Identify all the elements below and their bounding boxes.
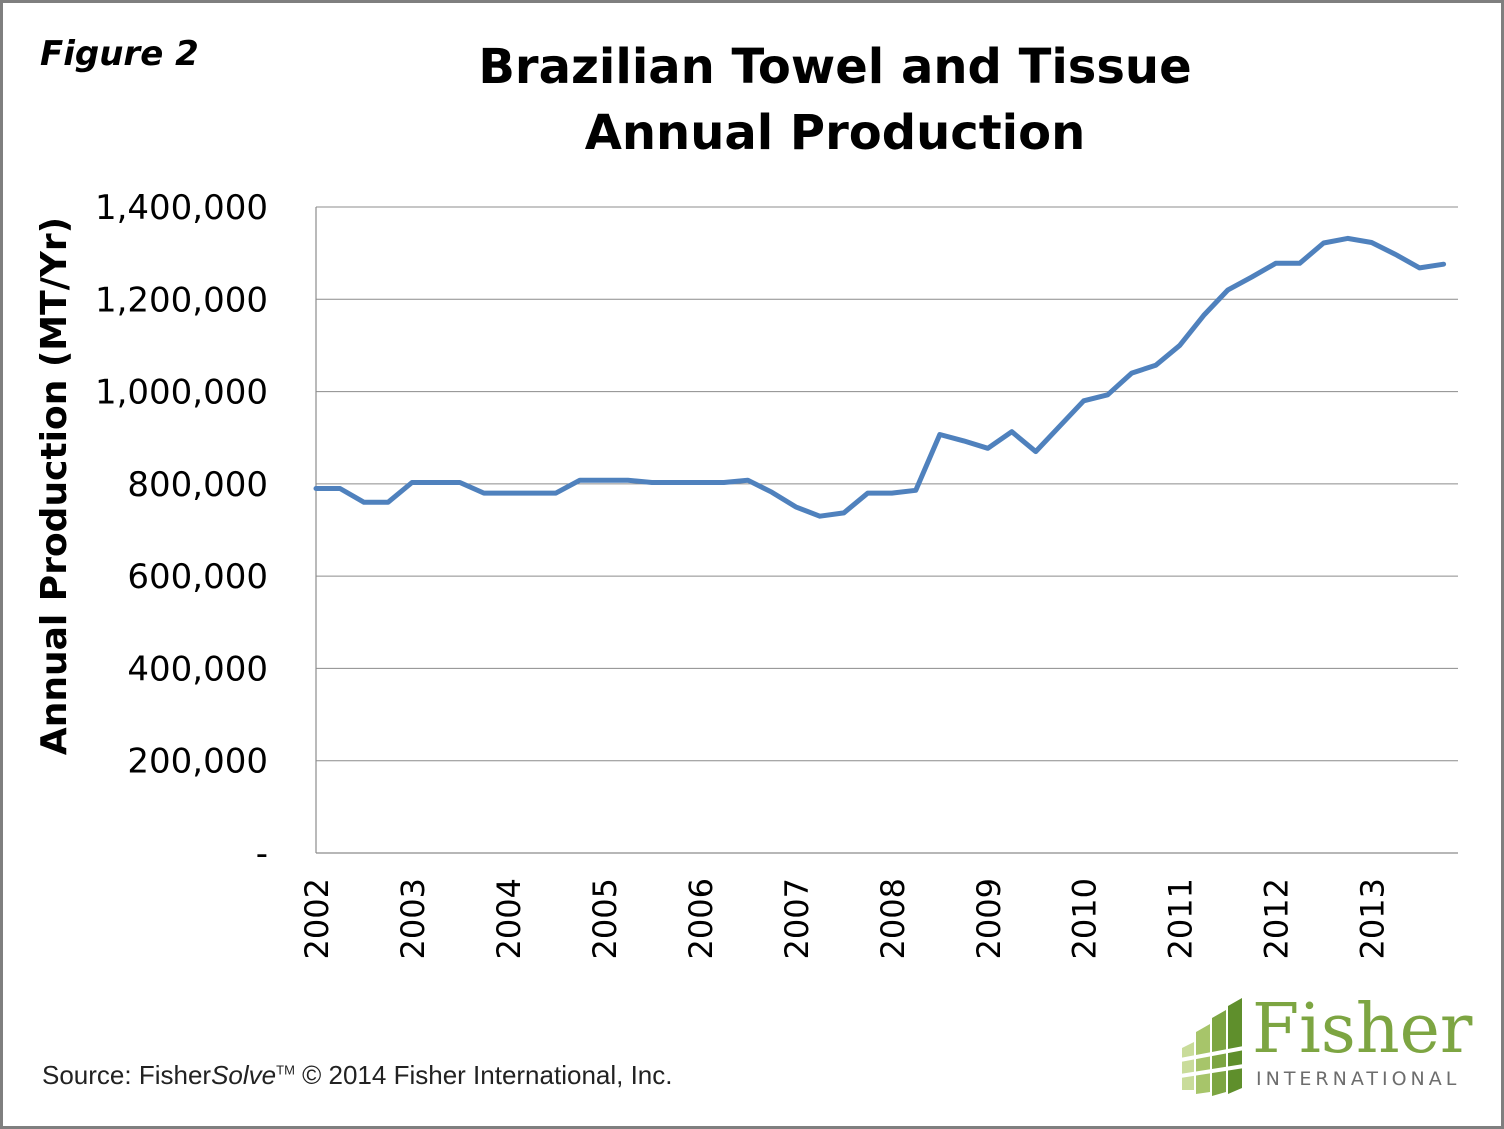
y-tick-label-2: 400,000 <box>127 649 268 689</box>
x-tick-label-5: 2007 <box>778 878 816 959</box>
trademark-mark: TM <box>276 1062 295 1078</box>
x-tick-label-4: 2006 <box>682 878 720 959</box>
chart-title-line-2: Annual Production <box>584 105 1086 161</box>
y-tick-labels: - 200,000 400,000 600,000 800,000 1,000,000 1,… <box>95 188 268 874</box>
x-tick-label-11: 2013 <box>1354 878 1392 959</box>
fisher-logo: Fisher INTERNATIONAL <box>1180 990 1473 1100</box>
gridlines <box>316 206 1458 762</box>
x-tick-label-7: 2009 <box>970 878 1008 959</box>
axes <box>315 207 1458 854</box>
x-tick-label-0: 2002 <box>298 878 336 959</box>
y-tick-label-6: 1,200,000 <box>95 280 268 320</box>
series-group <box>313 235 1447 519</box>
x-tick-label-2: 2004 <box>490 878 528 959</box>
y-axis-label: Annual Production (MT/Yr) <box>34 217 75 755</box>
x-tick-label-1: 2003 <box>394 878 432 959</box>
x-tick-labels: 2002 2003 2004 2005 2006 2007 2008 2009 2010 2011… <box>298 878 1392 959</box>
y-tick-label-3: 600,000 <box>127 557 268 597</box>
logo-name: Fisher <box>1252 990 1473 1069</box>
building-blocks-logo-icon <box>1180 998 1245 1096</box>
series-line <box>313 235 1447 519</box>
y-tick-label-1: 200,000 <box>127 742 268 782</box>
source-suffix: © 2014 Fisher International, Inc. <box>294 1060 673 1090</box>
x-tick-label-6: 2008 <box>874 878 912 959</box>
y-tick-label-7: 1,400,000 <box>95 188 268 228</box>
figure-label: Figure 2 <box>40 34 199 74</box>
logo-subtitle: INTERNATIONAL <box>1256 1068 1461 1090</box>
y-tick-label-5: 1,000,000 <box>95 373 268 413</box>
chart-title: Brazilian Towel and Tissue Annual Produc… <box>385 34 1285 166</box>
x-tick-label-9: 2011 <box>1162 878 1200 959</box>
x-tick-label-10: 2012 <box>1258 878 1296 959</box>
source-prefix: Source: Fisher <box>42 1060 212 1090</box>
source-italic: Solve <box>211 1060 277 1090</box>
source-note: Source: FisherSolveTM © 2014 Fisher Inte… <box>42 1060 673 1091</box>
x-tick-label-3: 2005 <box>586 878 624 959</box>
y-tick-label-4: 800,000 <box>127 465 268 505</box>
y-tick-label-0: - <box>256 834 268 874</box>
x-tick-label-8: 2010 <box>1066 878 1104 959</box>
chart-title-line-1: Brazilian Towel and Tissue <box>478 39 1192 95</box>
